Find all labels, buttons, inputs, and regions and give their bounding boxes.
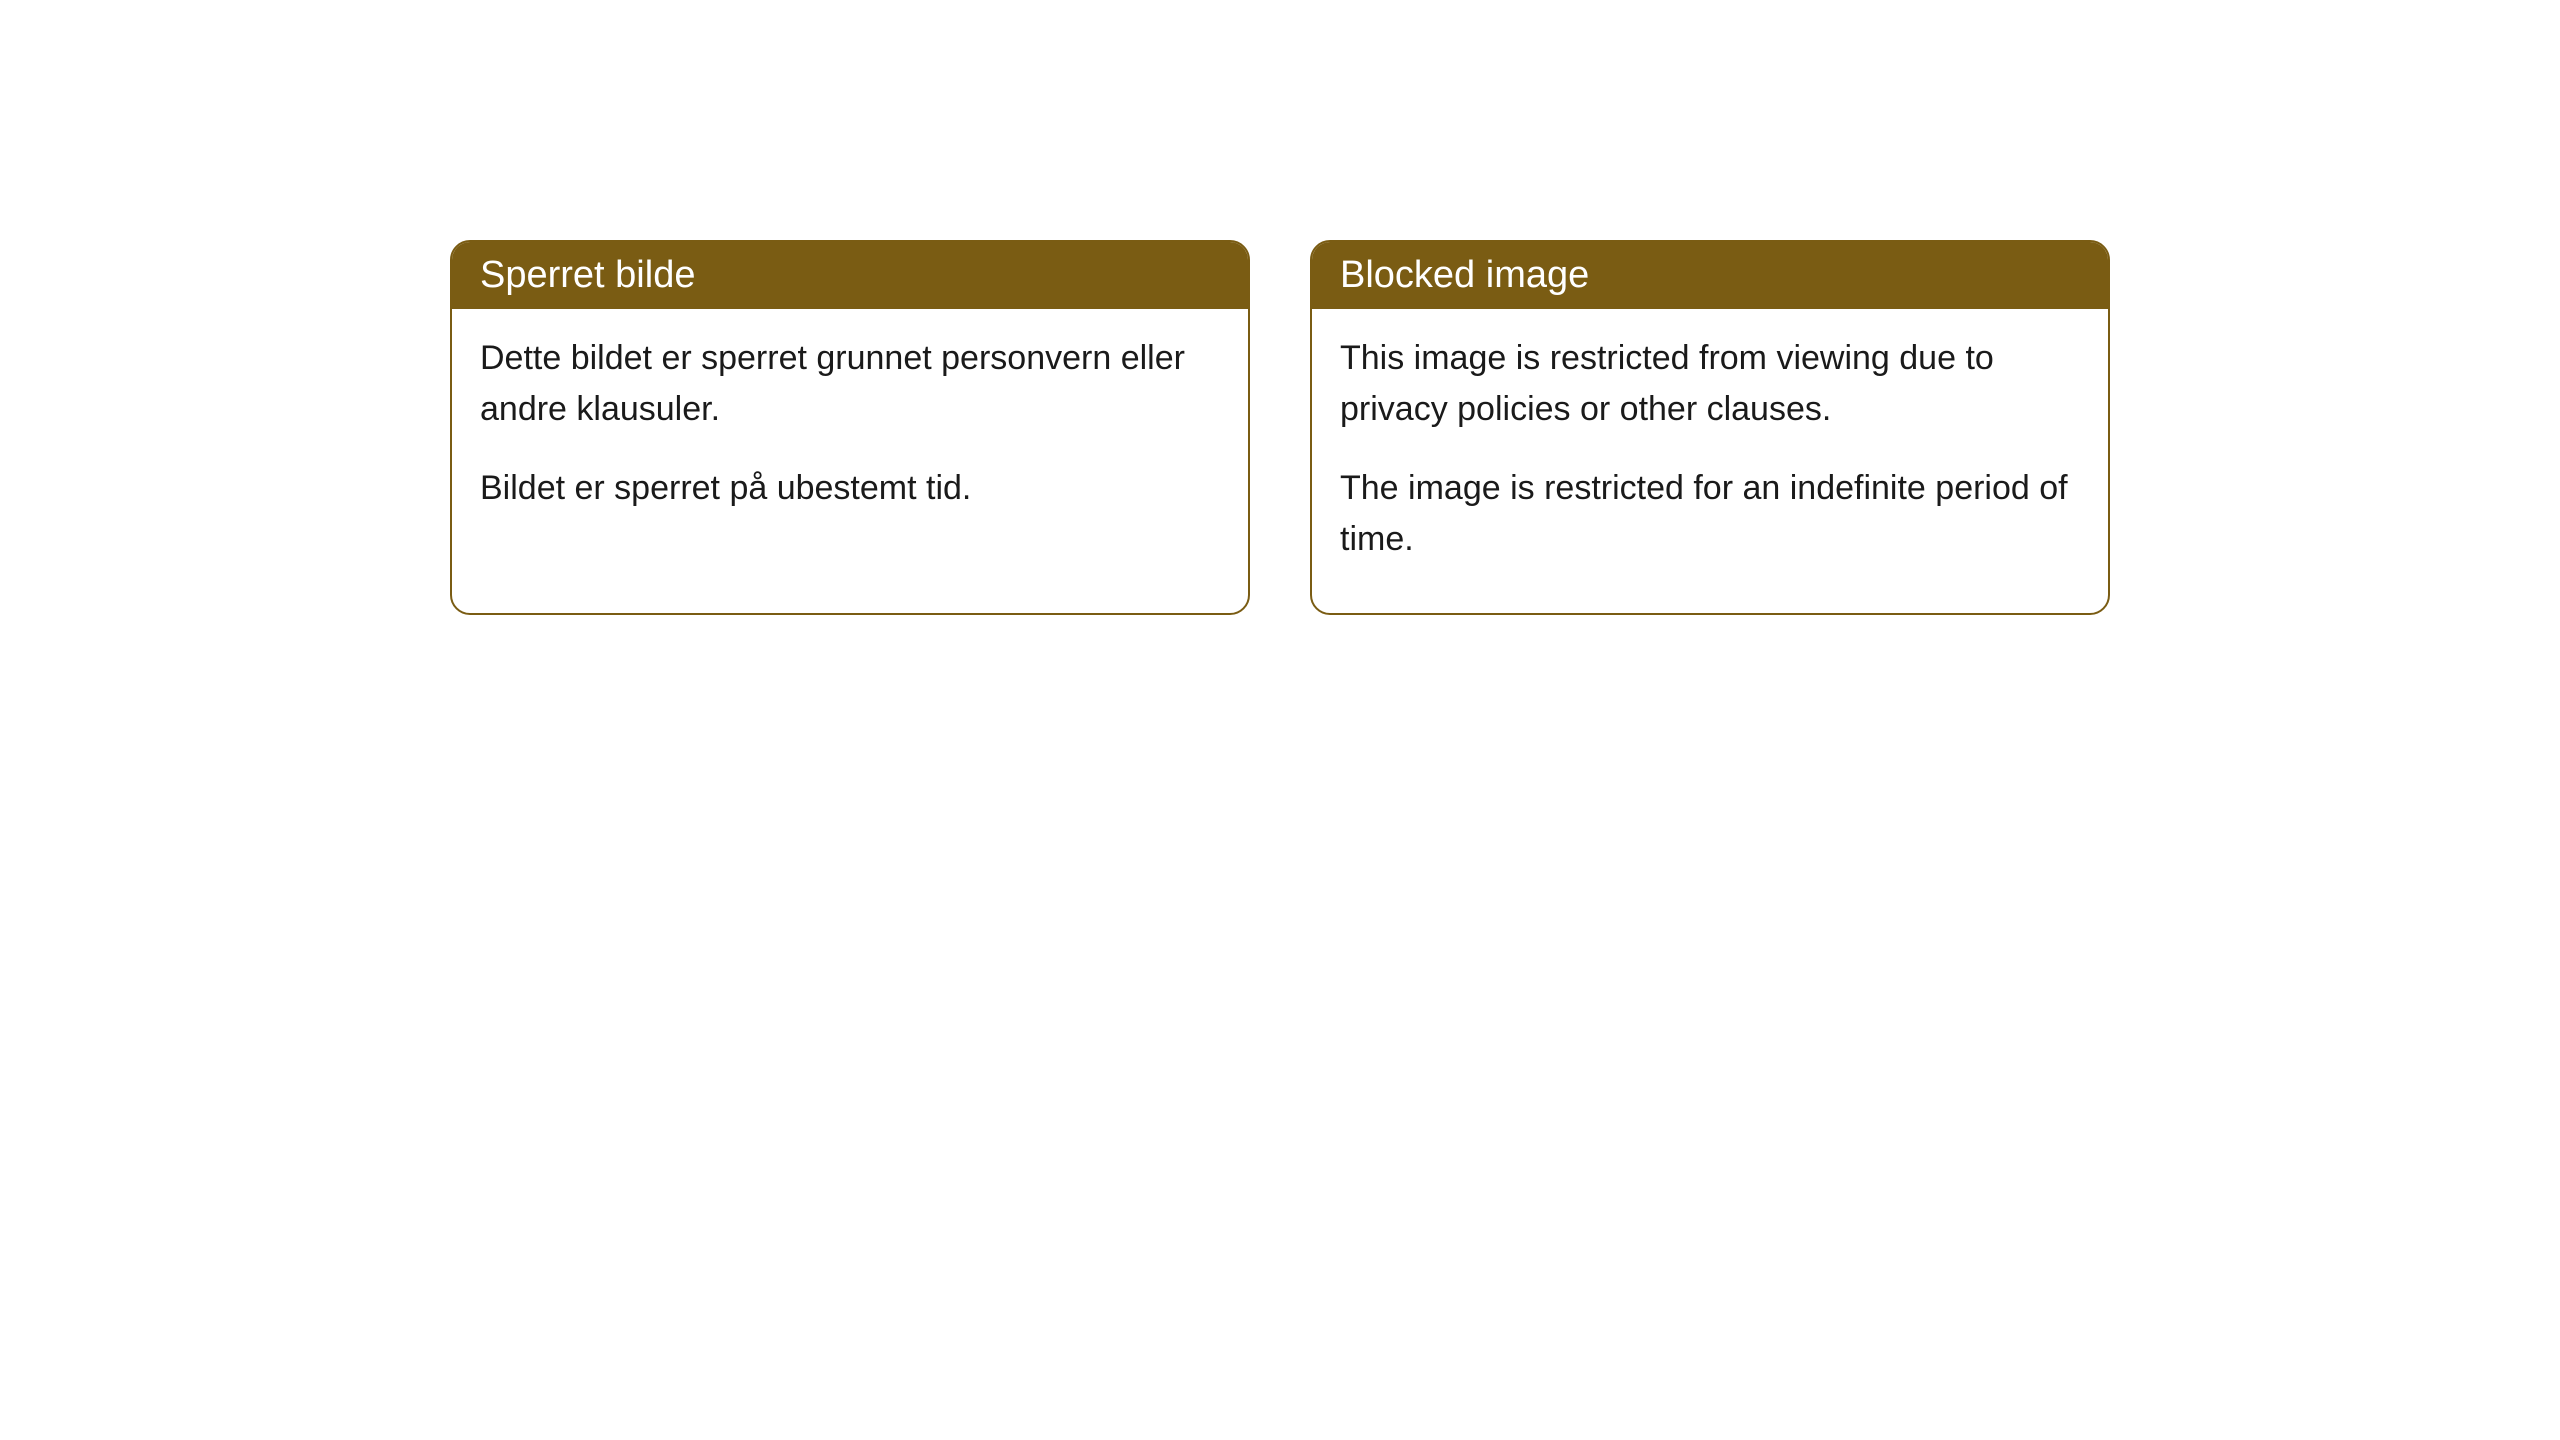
card-right-header: Blocked image [1312, 242, 2108, 309]
card-left: Sperret bilde Dette bildet er sperret gr… [450, 240, 1250, 615]
card-right-paragraph-2: The image is restricted for an indefinit… [1340, 463, 2080, 565]
card-right-paragraph-1: This image is restricted from viewing du… [1340, 333, 2080, 435]
card-left-paragraph-2: Bildet er sperret på ubestemt tid. [480, 463, 1220, 514]
cards-container: Sperret bilde Dette bildet er sperret gr… [450, 240, 2110, 615]
card-right: Blocked image This image is restricted f… [1310, 240, 2110, 615]
card-left-paragraph-1: Dette bildet er sperret grunnet personve… [480, 333, 1220, 435]
card-left-title: Sperret bilde [480, 254, 695, 296]
card-right-title: Blocked image [1340, 254, 1589, 296]
card-left-header: Sperret bilde [452, 242, 1248, 309]
card-right-body: This image is restricted from viewing du… [1312, 309, 2108, 613]
card-left-body: Dette bildet er sperret grunnet personve… [452, 309, 1248, 562]
